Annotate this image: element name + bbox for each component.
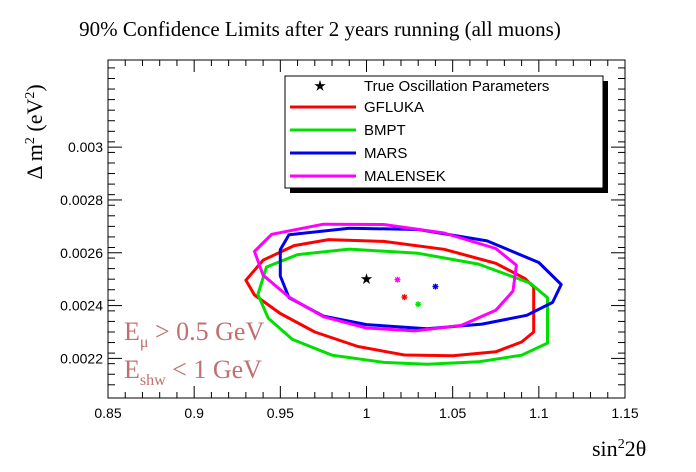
annotation-shower-main: E bbox=[124, 355, 140, 384]
legend-label: MALENSEK bbox=[364, 168, 446, 185]
contour-gfluka bbox=[244, 238, 536, 358]
y-tick-label: 0.0026 bbox=[60, 245, 103, 261]
best-fit-point-gfluka bbox=[401, 294, 408, 301]
legend-item-true-oscillation-parameters: True Oscillation Parameters bbox=[314, 78, 549, 95]
x-tick-label: 1.05 bbox=[439, 405, 466, 421]
legend-label: MARS bbox=[364, 145, 407, 162]
legend-entries: True Oscillation Parameters GFLUKA BMPT MAR… bbox=[290, 78, 549, 185]
x-tick-label: 0.85 bbox=[94, 405, 121, 421]
annotation-muon-main: E bbox=[124, 317, 140, 346]
y-axis-label-pre: Δ m bbox=[22, 144, 47, 180]
annotation-muon-energy: Eμ > 0.5 GeV bbox=[124, 317, 264, 351]
annotation-shower-rest: < 1 GeV bbox=[166, 355, 262, 384]
legend-item-malensek: MALENSEK bbox=[290, 168, 446, 185]
x-tick-label: 0.95 bbox=[267, 405, 294, 421]
legend-label: BMPT bbox=[364, 122, 406, 139]
legend: True Oscillation Parameters GFLUKA BMPT MAR… bbox=[284, 75, 608, 193]
axis-ticks: 0.85 0.9 0.95 1 1.05 1.1 1.15 0.0022 0.0024 0.002… bbox=[60, 60, 639, 421]
annotation-muon-rest: > 0.5 GeV bbox=[148, 317, 264, 346]
x-axis-label-base: sin bbox=[592, 436, 618, 461]
best-fit-point-bmpt bbox=[415, 301, 422, 308]
legend-item-gfluka: GFLUKA bbox=[290, 99, 424, 116]
y-tick-label: 0.0022 bbox=[60, 350, 103, 366]
series-contours bbox=[244, 222, 563, 366]
contour-bmpt bbox=[256, 247, 549, 366]
y-axis-label: Δ m2 (eV2) bbox=[22, 84, 47, 179]
x-tick-label: 1.1 bbox=[529, 405, 549, 421]
annotation-shower-energy: Eshw < 1 GeV bbox=[124, 355, 262, 389]
annotation-shower-sub: shw bbox=[140, 372, 166, 389]
legend-marker-star bbox=[314, 80, 326, 91]
legend-label: True Oscillation Parameters bbox=[364, 78, 549, 95]
y-tick-label: 0.0028 bbox=[60, 192, 103, 208]
x-tick-label: 1 bbox=[363, 405, 371, 421]
plot-frame bbox=[107, 59, 626, 399]
true-oscillation-point bbox=[360, 273, 373, 284]
chart-title: 90% Confidence Limits after 2 years runn… bbox=[79, 17, 561, 41]
annotation-muon-sub: μ bbox=[140, 334, 149, 351]
data-points bbox=[360, 273, 439, 308]
y-axis-label-sup1: 2 bbox=[23, 137, 38, 144]
x-axis-label-tail: 2θ bbox=[625, 436, 647, 461]
y-axis-label-sup2: 2 bbox=[23, 92, 38, 99]
y-tick-label: 0.0024 bbox=[60, 298, 103, 314]
x-axis-label-sup: 2 bbox=[618, 437, 625, 452]
y-axis-label-mid: (eV bbox=[22, 99, 47, 138]
y-axis-label-post: ) bbox=[22, 84, 47, 91]
legend-box bbox=[284, 75, 604, 189]
best-fit-point-malensek bbox=[394, 276, 401, 283]
legend-item-mars: MARS bbox=[290, 145, 407, 162]
contour-malensek bbox=[253, 222, 518, 333]
y-tick-label: 0.003 bbox=[68, 139, 103, 155]
x-tick-label: 0.9 bbox=[184, 405, 204, 421]
best-fit-point-mars bbox=[432, 283, 439, 290]
legend-label: GFLUKA bbox=[364, 99, 424, 116]
x-axis-label: sin22θ bbox=[592, 436, 646, 461]
legend-item-bmpt: BMPT bbox=[290, 122, 406, 139]
x-tick-label: 1.15 bbox=[611, 405, 638, 421]
